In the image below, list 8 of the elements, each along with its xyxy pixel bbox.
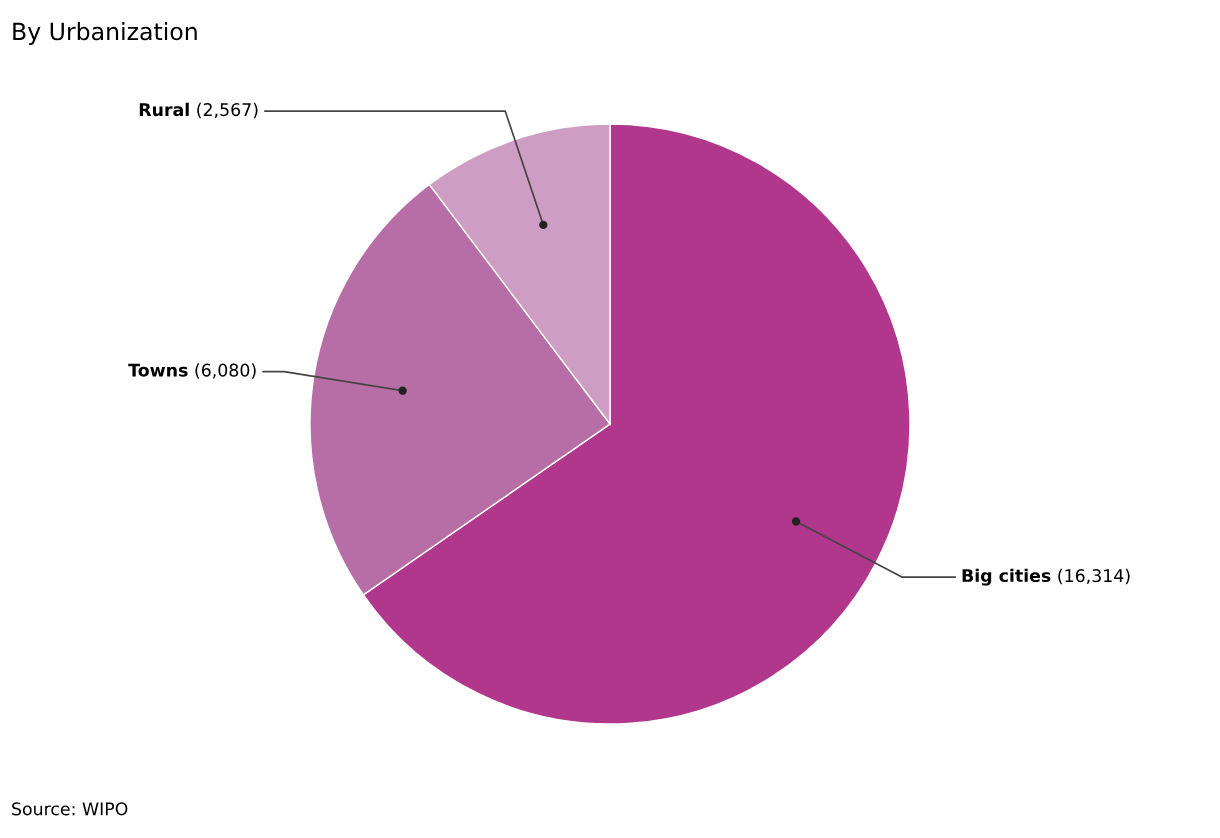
chart-title: By Urbanization (13, 22, 197, 45)
data-label: (16,314) (1058, 568, 1130, 585)
source-note: Source: WIPO (12, 802, 128, 816)
slice-label: Rural (139, 102, 189, 117)
slice-label: Big cities (962, 568, 1051, 586)
data-label: (2,567) (197, 102, 258, 119)
slice-label: Towns (128, 363, 188, 377)
data-label: (6,080) (195, 363, 256, 379)
